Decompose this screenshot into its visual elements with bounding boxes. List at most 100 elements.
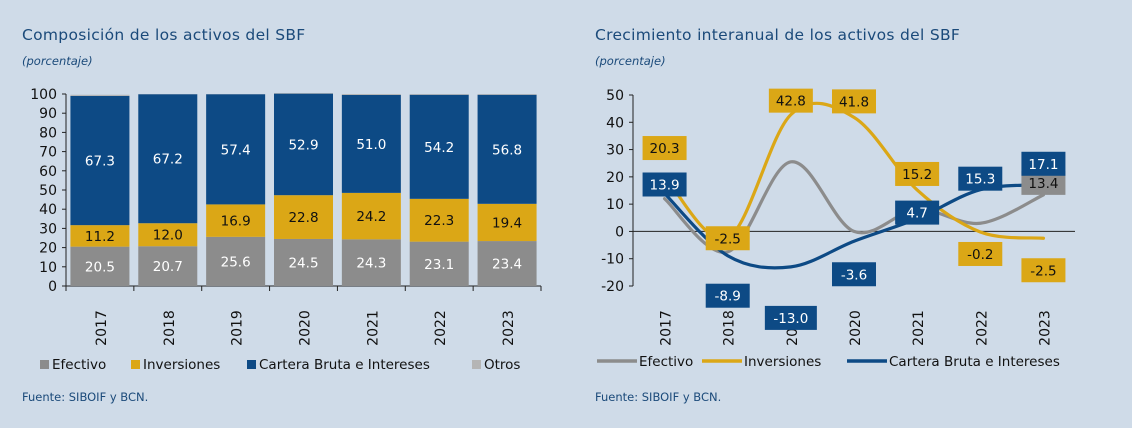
y-tick-label: 50 bbox=[606, 88, 624, 104]
x-tick-label: 2023 bbox=[1037, 310, 1053, 346]
bar-data-label: 52.9 bbox=[288, 137, 318, 153]
bar-data-label: 22.8 bbox=[288, 210, 318, 226]
bar-data-label: 51.0 bbox=[356, 137, 386, 153]
bar-segment bbox=[409, 241, 469, 286]
x-tick-label: 2020 bbox=[848, 310, 864, 346]
bar-data-label: 25.6 bbox=[221, 254, 251, 270]
bar-segment bbox=[341, 239, 401, 286]
bar-segment bbox=[477, 241, 537, 286]
x-tick-label: 2022 bbox=[433, 310, 449, 346]
bar-data-label: 24.3 bbox=[356, 256, 386, 272]
bar-data-label: 11.2 bbox=[85, 229, 115, 245]
bar-data-label: 23.1 bbox=[424, 257, 454, 273]
bar-segment bbox=[274, 238, 333, 286]
growth-chart-panel: Crecimiento interanual de los activos de… bbox=[575, 0, 1132, 428]
composition-chart-source: Fuente: SIBOIF y BCN. bbox=[22, 390, 149, 404]
bar-segment bbox=[274, 93, 333, 196]
data-label-box bbox=[832, 89, 876, 114]
composition-chart-title: Composición de los activos del SBF bbox=[22, 26, 306, 44]
data-label-box bbox=[895, 200, 940, 225]
y-tick-label: 10 bbox=[39, 260, 57, 276]
y-tick-label: 40 bbox=[39, 202, 57, 218]
bar-segment bbox=[409, 198, 469, 242]
bar-data-label: 56.8 bbox=[492, 142, 522, 158]
data-label: -0.2 bbox=[967, 247, 993, 263]
data-label-box bbox=[768, 88, 813, 113]
data-label-box bbox=[764, 305, 817, 330]
bar-segment bbox=[206, 204, 266, 237]
data-label: 17.1 bbox=[1028, 157, 1058, 173]
bar-segment bbox=[138, 94, 198, 224]
x-tick-label: 2021 bbox=[365, 310, 381, 346]
y-tick-label: 0 bbox=[615, 224, 624, 240]
data-label-box bbox=[642, 172, 687, 197]
composition-chart-subtitle: (porcentaje) bbox=[22, 54, 93, 68]
y-tick-label: 30 bbox=[606, 143, 624, 159]
data-label-box bbox=[705, 226, 750, 251]
legend-swatch bbox=[131, 360, 140, 369]
legend-swatch bbox=[472, 360, 481, 369]
bar-segment bbox=[70, 95, 130, 226]
data-label-box bbox=[958, 166, 1003, 191]
bar-segment bbox=[409, 94, 469, 95]
bar-data-label: 22.3 bbox=[424, 213, 454, 229]
bar-segment bbox=[138, 246, 198, 286]
bar-segment bbox=[70, 94, 130, 96]
bar-data-label: 57.4 bbox=[221, 142, 251, 158]
bar-segment bbox=[477, 94, 537, 204]
y-tick-label: 10 bbox=[606, 197, 624, 213]
x-tick-label: 2020 bbox=[298, 310, 314, 346]
legend-swatch bbox=[40, 360, 49, 369]
x-tick-label: 2021 bbox=[911, 310, 927, 346]
legend-label: Cartera Bruta e Intereses bbox=[889, 354, 1060, 370]
data-label: 15.2 bbox=[902, 167, 932, 183]
y-tick-label: 30 bbox=[39, 221, 57, 237]
x-tick-label: 2019 bbox=[230, 310, 246, 346]
y-tick-label: 80 bbox=[39, 125, 57, 141]
composition-stacked-bar-chart: 0 10 20 30 40 50 60 70 80 90 100 20.5 11.2 67.3 2017 20… bbox=[30, 87, 542, 373]
data-label-box bbox=[958, 241, 1003, 266]
data-label: 4.7 bbox=[906, 206, 927, 222]
data-label-box bbox=[642, 136, 687, 161]
y-tick-label: 70 bbox=[39, 145, 57, 161]
y-tick-label: -10 bbox=[601, 252, 624, 268]
bar-data-label: 67.2 bbox=[153, 152, 183, 168]
bar-data-label: 20.5 bbox=[85, 259, 115, 275]
data-label: -8.9 bbox=[715, 289, 741, 305]
bar-data-label: 12.0 bbox=[153, 228, 183, 244]
bar-segment bbox=[70, 225, 130, 247]
bar-segment bbox=[477, 203, 537, 242]
bar-segment bbox=[409, 94, 469, 199]
legend-swatch bbox=[247, 360, 256, 369]
y-tick-label: 60 bbox=[39, 164, 57, 180]
data-label: 42.8 bbox=[776, 94, 806, 110]
data-label: 13.4 bbox=[1028, 176, 1058, 192]
legend-label: Inversiones bbox=[143, 357, 220, 373]
data-label: 20.3 bbox=[650, 141, 680, 157]
legend-label: Inversiones bbox=[744, 354, 821, 370]
bar-data-label: 24.2 bbox=[356, 209, 386, 225]
composition-chart-panel: Composición de los activos del SBF (porc… bbox=[0, 0, 560, 428]
data-label: 13.9 bbox=[650, 178, 680, 194]
efectivo-line bbox=[662, 160, 1046, 254]
x-tick-label: 2017 bbox=[659, 310, 675, 346]
y-tick-label: 20 bbox=[606, 170, 624, 186]
bar-segment bbox=[274, 93, 333, 94]
data-label-box bbox=[705, 283, 750, 308]
bar-data-label: 19.4 bbox=[492, 215, 522, 231]
data-label: -13.0 bbox=[773, 311, 808, 327]
x-tick-label: 2022 bbox=[974, 310, 990, 346]
growth-chart-title: Crecimiento interanual de los activos de… bbox=[595, 26, 961, 44]
y-tick-label: 90 bbox=[39, 106, 57, 122]
x-tick-label: 2018 bbox=[722, 310, 738, 346]
growth-chart-source: Fuente: SIBOIF y BCN. bbox=[595, 390, 722, 404]
legend-label: Efectivo bbox=[52, 357, 106, 373]
data-label-box bbox=[832, 262, 876, 287]
bar-segment bbox=[70, 246, 130, 286]
legend-label: Otros bbox=[484, 357, 520, 373]
bar-segment bbox=[477, 94, 537, 95]
x-tick-label: 2017 bbox=[94, 310, 110, 346]
x-tick-label: 2018 bbox=[162, 310, 178, 346]
legend-label: Cartera Bruta e Intereses bbox=[259, 357, 430, 373]
bar-segment bbox=[341, 192, 401, 240]
